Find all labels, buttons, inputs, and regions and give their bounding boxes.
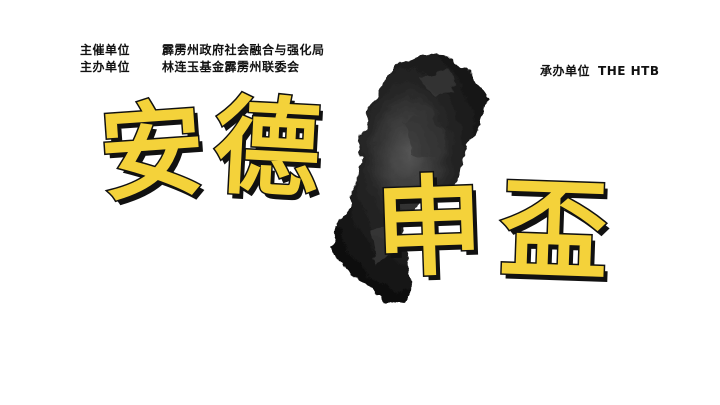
title-char-3: 申 xyxy=(371,163,486,295)
host-credit: 主催单位 霹雳州政府社会融合与强化局 xyxy=(80,42,325,59)
organizer-role: 承办单位 xyxy=(540,64,591,78)
organizer-name: THE HTB xyxy=(598,64,660,78)
co-host-role: 主办单位 xyxy=(80,60,131,74)
co-host-credit: 主办单位 林连玉基金霹雳州联委会 xyxy=(80,59,325,76)
title-char-1: 安 xyxy=(94,86,209,218)
co-host-name: 林连玉基金霹雳州联委会 xyxy=(162,60,300,74)
title-char-4: 盃 xyxy=(496,166,611,298)
host-role: 主催单位 xyxy=(80,43,131,57)
host-name: 霹雳州政府社会融合与强化局 xyxy=(162,43,325,57)
title-char-2: 德 xyxy=(209,83,324,214)
organizer-credit: 承办单位 THE HTB xyxy=(540,63,660,80)
sponsor-credits: 主催单位 霹雳州政府社会融合与强化局 主办单位 林连玉基金霹雳州联委会 xyxy=(80,42,325,76)
